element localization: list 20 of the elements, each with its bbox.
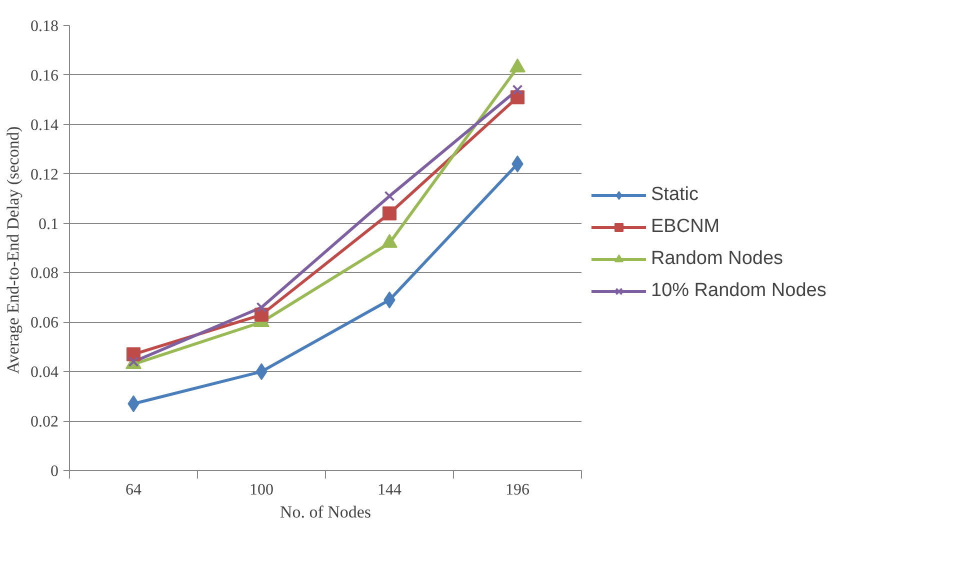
legend-label: 10% Random Nodes: [651, 280, 826, 302]
y-tick-label: 0.18: [30, 18, 58, 35]
x-tick-label: 100: [250, 482, 274, 498]
legend-label: EBCNM: [651, 216, 720, 238]
y-tick-label: 0.06: [30, 314, 58, 332]
legend-label: Random Nodes: [651, 248, 784, 270]
y-tick-label: 0.16: [30, 67, 58, 84]
y-tick-label: 0.04: [30, 364, 58, 382]
y-tick-label: 0.14: [30, 116, 58, 134]
legend-label: Static: [651, 184, 699, 206]
x-tick-label: 144: [378, 482, 402, 498]
x-tick-label: 196: [506, 482, 530, 498]
y-tick-label: 0: [50, 463, 58, 480]
y-tick-label: 0.02: [30, 414, 58, 431]
x-tick-label: 64: [126, 482, 142, 498]
y-tick-label: 0.08: [30, 265, 58, 282]
y-tick-label: 0.1: [38, 216, 58, 233]
y-axis-title: Average End-to-End Delay (second): [4, 126, 22, 374]
x-axis-title: No. of Nodes: [280, 502, 372, 522]
y-tick-label: 0.12: [30, 166, 58, 184]
